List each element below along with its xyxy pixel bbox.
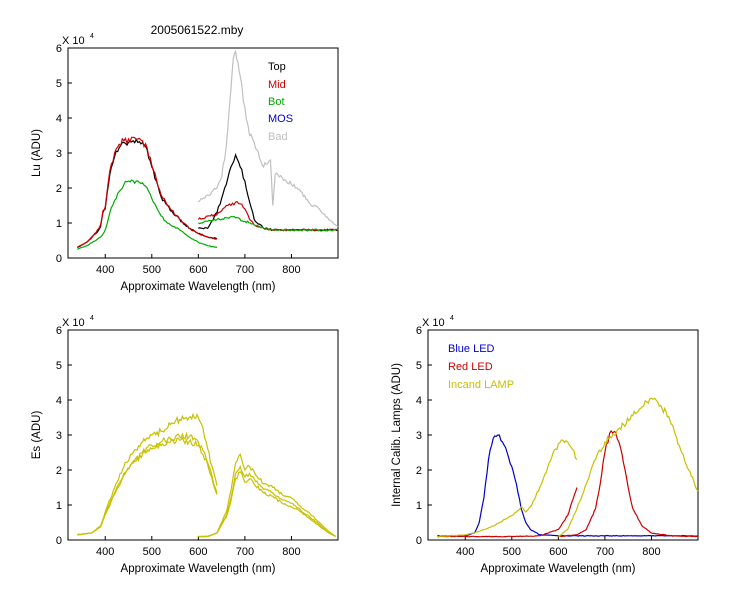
es-series-trace-line [198,453,337,538]
lu-x-axis-label: Approximate Wavelength (nm) [121,281,276,293]
lu-series-bot-line [77,179,218,250]
es-y-tick-label: 0 [56,535,62,547]
lamps-series-red-led-line [558,429,699,538]
lu-series-bot-line [198,215,339,232]
chart-es: X 10 4 400 500 600 700 800 0 1 2 3 4 5 6 Approximat… [31,315,339,575]
es-y-tick-label: 6 [56,325,62,337]
es-y-tick-label: 5 [56,360,62,372]
es-x-axis-label: Approximate Wavelength (nm) [121,563,276,575]
es-series-trace-line [198,471,337,538]
lu-exponent-prefix: X 10 [62,35,85,47]
es-x-tick-label: 800 [282,546,300,558]
lamps-y-tick-label: 6 [416,325,422,337]
lamps-exponent-prefix: X 10 [422,317,445,329]
chart-lamps: X 10 4 400 500 600 700 800 0 1 2 3 4 5 6 Approximat… [391,315,699,575]
lu-series-top-line [76,138,218,248]
es-axis-ticks: 400 500 600 700 800 0 1 2 3 4 5 6 [56,325,301,558]
lu-y-tick-label: 6 [56,43,62,55]
lamps-x-axis-label: Approximate Wavelength (nm) [481,563,636,575]
lamps-y-tick-label: 5 [416,360,422,372]
lamps-series-incand-lamp-line [558,397,699,538]
lamps-y-axis-label: Internal Calib. Lamps (ADU) [391,363,403,507]
lamps-y-tick-label: 4 [416,395,422,407]
chart-lu: X 10 4 400 500 600 700 800 0 1 2 3 4 5 6 Approximat… [31,33,339,293]
lamps-lines [437,397,699,538]
es-x-tick-label: 500 [143,546,161,558]
es-exponent-prefix: X 10 [62,317,85,329]
lamps-x-tick-label: 700 [596,546,614,558]
lu-x-tick-label: 600 [189,264,207,276]
es-y-tick-label: 3 [56,430,62,442]
es-x-tick-label: 600 [189,546,207,558]
lamps-y-tick-label: 0 [416,535,422,547]
lamps-x-tick-label: 600 [549,546,567,558]
lu-y-tick-label: 0 [56,253,62,265]
legend-bot: Bot [268,96,285,108]
es-y-tick-label: 2 [56,465,62,477]
lamps-series-incand-lamp-line [437,439,578,538]
lu-axis-ticks: 400 500 600 700 800 0 1 2 3 4 5 6 [56,43,301,276]
legend-red-led: Red LED [448,361,493,373]
es-y-tick-label: 4 [56,395,62,407]
legend-blue-led: Blue LED [448,343,495,355]
lamps-y-tick-label: 1 [416,500,422,512]
es-exponent: 4 [90,315,94,322]
lu-y-tick-label: 4 [56,113,62,125]
es-y-tick-label: 1 [56,500,62,512]
es-series-trace-line [77,412,218,536]
lu-legend: Top Mid Bot MOS Bad [268,61,293,143]
lu-y-tick-label: 3 [56,148,62,160]
es-series-trace-line [77,431,218,536]
lu-x-tick-label: 700 [236,264,254,276]
es-x-tick-label: 400 [96,546,114,558]
es-lines [77,412,337,538]
lu-y-tick-label: 1 [56,218,62,230]
lu-series-mid-line [77,136,218,249]
es-x-tick-label: 700 [236,546,254,558]
es-y-axis-label: Es (ADU) [31,411,43,460]
legend-bad: Bad [268,131,288,143]
lu-x-tick-label: 800 [282,264,300,276]
lu-plot-frame [67,47,339,259]
lu-exponent: 4 [90,33,94,40]
lu-y-axis-label: Lu (ADU) [31,129,43,177]
lu-x-tick-label: 400 [96,264,114,276]
lu-y-tick-label: 5 [56,78,62,90]
lamps-y-tick-label: 3 [416,430,422,442]
lamps-x-tick-label: 500 [503,546,521,558]
lu-series-bad-line [197,49,339,228]
lu-y-tick-label: 2 [56,183,62,195]
lamps-x-tick-label: 800 [642,546,660,558]
legend-top: Top [268,61,286,73]
legend-mid: Mid [268,79,286,91]
es-series-trace-line [198,464,336,538]
figure-title: 2005061522.mby [151,23,244,37]
lu-lines [76,49,339,250]
es-series-trace-line [77,436,218,536]
lamps-y-tick-label: 2 [416,465,422,477]
legend-mos: MOS [268,113,293,125]
lamps-exponent: 4 [450,315,454,322]
lamps-series-blue-led-line [437,434,699,537]
lamps-series-red-led-line [437,487,578,538]
lu-x-tick-label: 500 [143,264,161,276]
legend-incand-lamp: Incand LAMP [448,379,514,391]
lamps-x-tick-label: 400 [456,546,474,558]
lamps-legend: Blue LED Red LED Incand LAMP [448,343,514,391]
lamps-axis-ticks: 400 500 600 700 800 0 1 2 3 4 5 6 [416,325,661,558]
